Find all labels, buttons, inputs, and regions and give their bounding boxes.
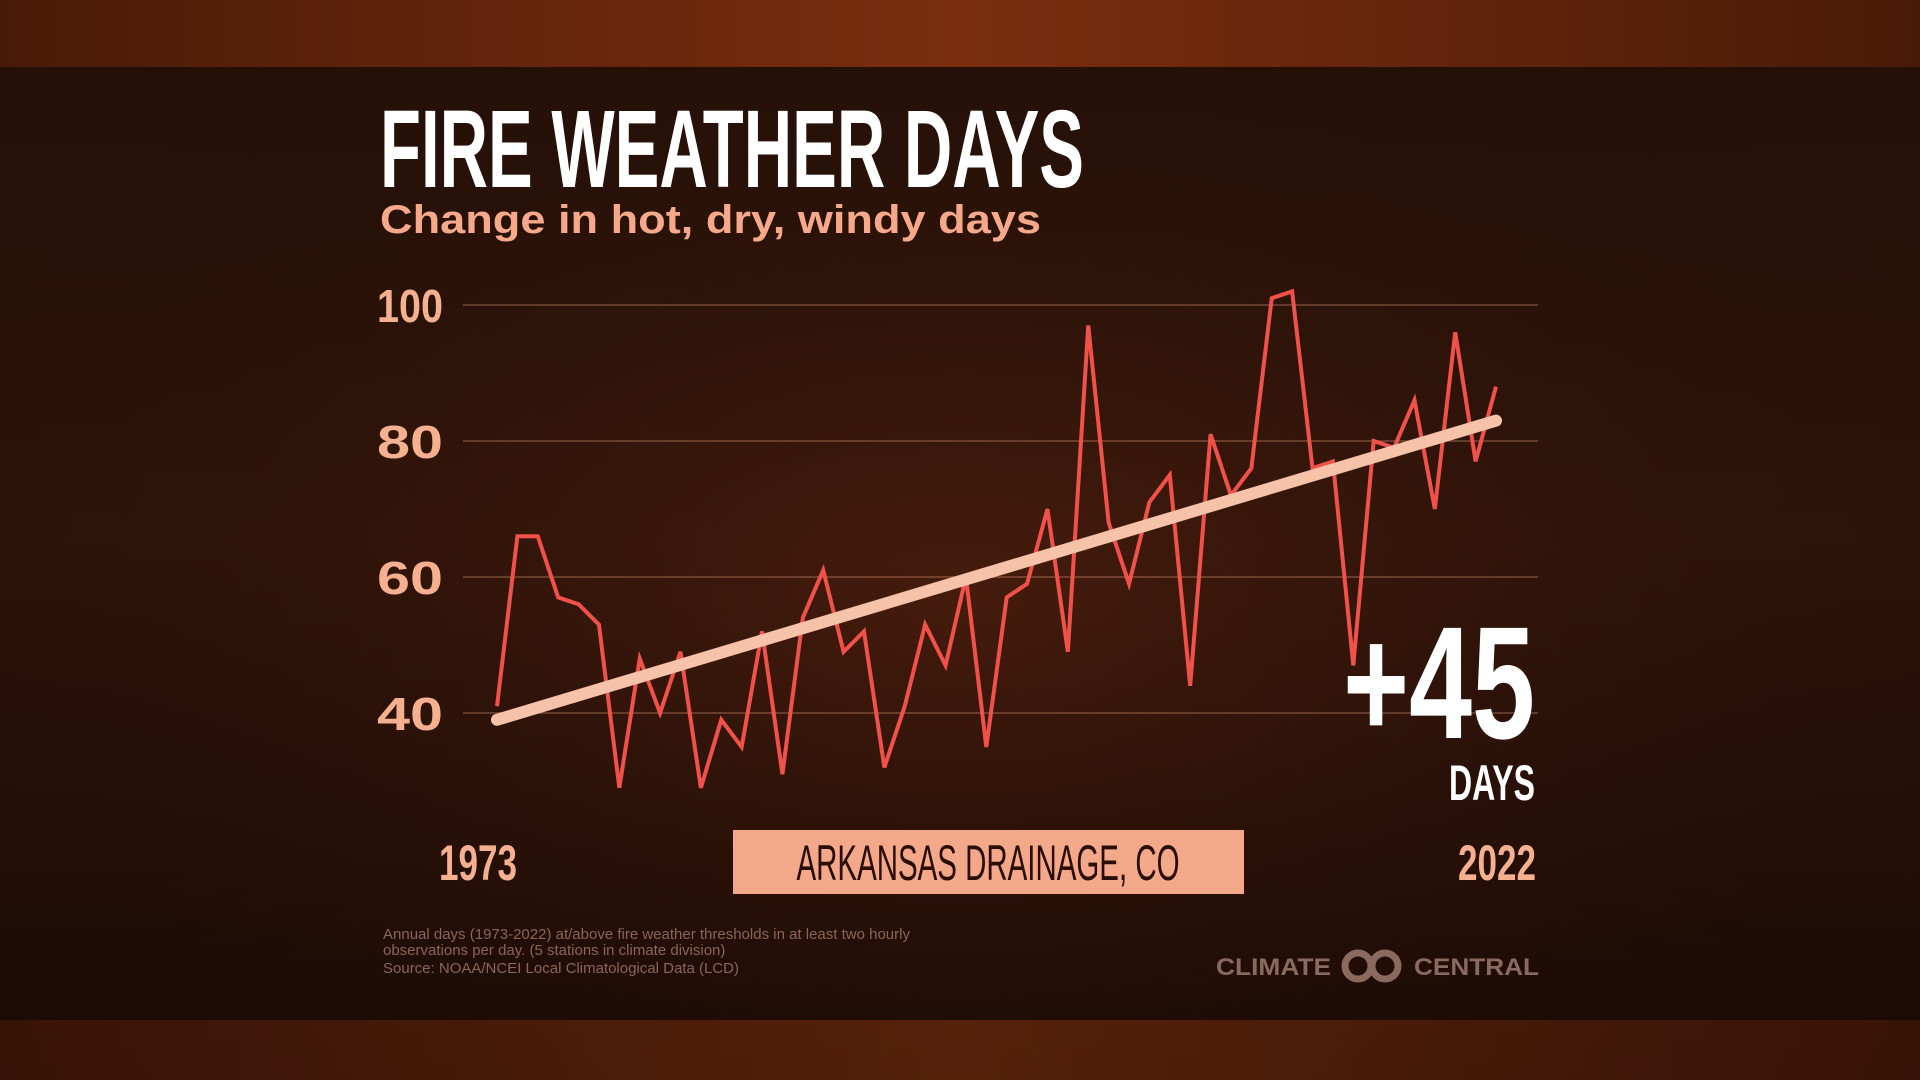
y-tick-label: 100 xyxy=(377,280,443,332)
location-box xyxy=(733,830,1244,894)
y-tick-label: 60 xyxy=(377,552,443,604)
source: Source: NOAA/NCEI Local Climatological D… xyxy=(383,960,739,977)
top-band xyxy=(0,0,1920,67)
x-tick-label: 2022 xyxy=(1458,835,1536,891)
footnote: Annual days (1973-2022) at/above fire we… xyxy=(383,926,910,943)
bottom-band xyxy=(0,1020,1920,1080)
chart-title: FIRE WEATHER DAYS xyxy=(380,88,1084,211)
x-tick-label: 1973 xyxy=(439,835,517,891)
change-unit: DAYS xyxy=(1449,755,1535,811)
logo-icon xyxy=(1341,949,1402,983)
y-tick-label: 40 xyxy=(377,688,443,740)
y-tick-label: 80 xyxy=(377,416,443,468)
data-line xyxy=(495,288,1498,789)
logo-text: CLIMATE xyxy=(1216,954,1331,981)
change-value: +45 xyxy=(1343,593,1535,772)
plot-area: 40 60 80 100 1973 2022 xyxy=(377,280,1538,891)
logo-text: CENTRAL xyxy=(1414,954,1539,981)
trend-line xyxy=(491,414,1502,726)
chart-subtitle: Change in hot, dry, windy days xyxy=(380,198,1041,242)
location-label: ARKANSAS DRAINAGE, CO xyxy=(797,835,1180,891)
footnote: observations per day. (5 stations in cli… xyxy=(383,942,725,959)
